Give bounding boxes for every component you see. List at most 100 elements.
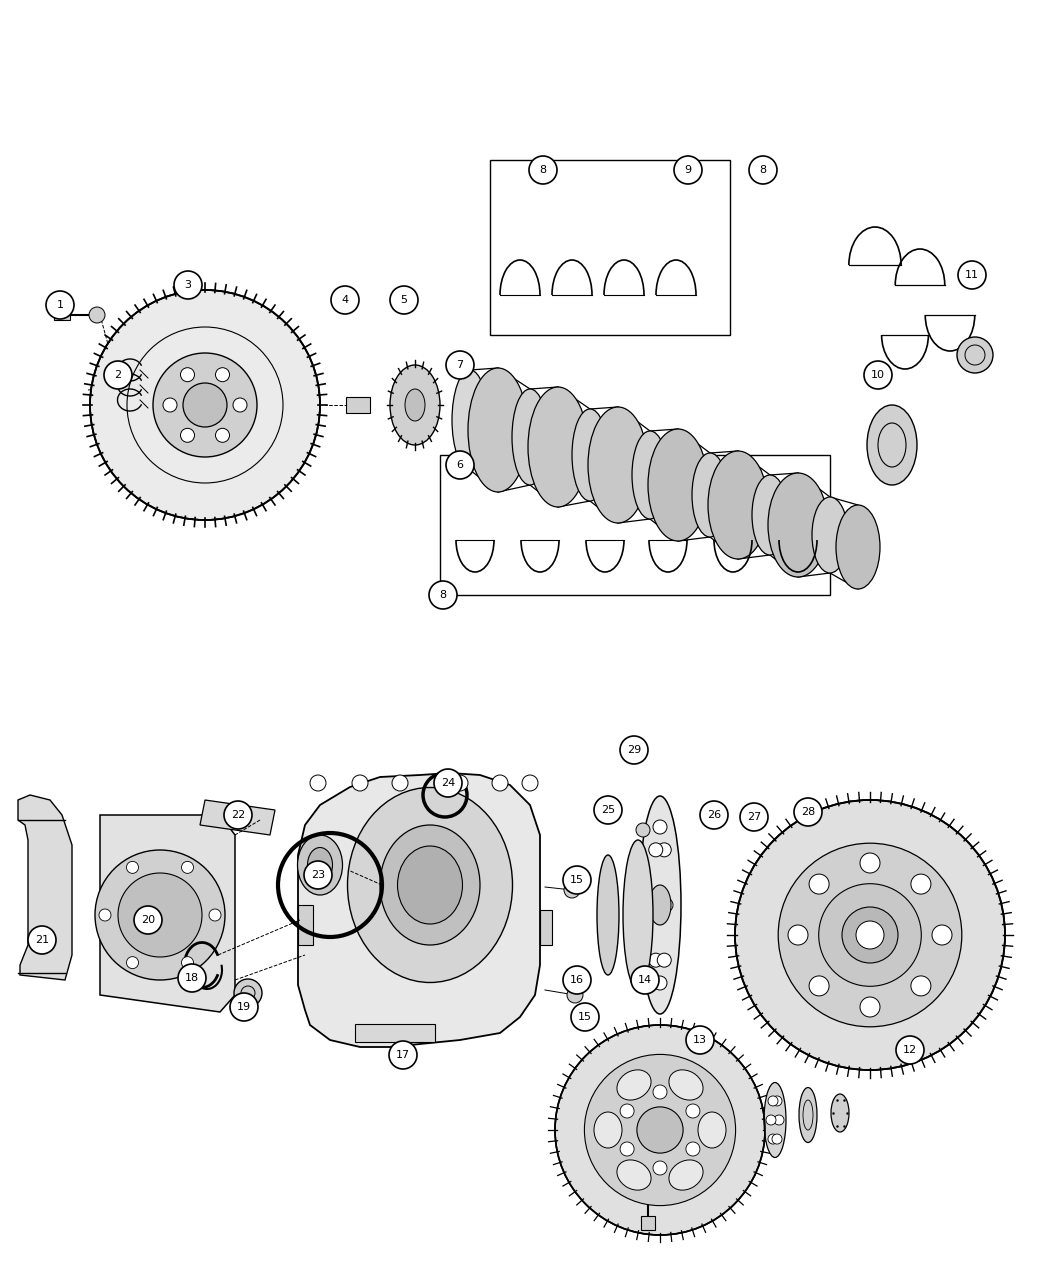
Circle shape [331, 286, 359, 314]
Circle shape [649, 954, 663, 968]
Ellipse shape [588, 407, 648, 523]
Ellipse shape [669, 1070, 704, 1100]
Text: 12: 12 [903, 1046, 917, 1054]
Circle shape [686, 1026, 714, 1054]
Bar [440, 455, 830, 595]
Ellipse shape [594, 1112, 622, 1148]
Circle shape [209, 909, 220, 921]
Circle shape [163, 398, 177, 412]
Text: 1: 1 [57, 300, 63, 310]
Circle shape [856, 921, 884, 949]
Circle shape [810, 875, 830, 894]
Ellipse shape [380, 825, 480, 945]
Text: 9: 9 [685, 164, 692, 175]
Text: 18: 18 [185, 973, 200, 983]
Polygon shape [100, 815, 235, 1012]
Circle shape [183, 382, 227, 427]
Circle shape [749, 156, 777, 184]
Circle shape [788, 924, 808, 945]
Ellipse shape [698, 1112, 726, 1148]
Circle shape [215, 367, 230, 381]
Text: 29: 29 [627, 745, 642, 755]
Circle shape [778, 843, 962, 1026]
Circle shape [90, 289, 320, 520]
Ellipse shape [648, 428, 708, 541]
Circle shape [864, 361, 892, 389]
Circle shape [104, 361, 132, 389]
Ellipse shape [617, 1070, 651, 1100]
Ellipse shape [799, 1088, 817, 1142]
Ellipse shape [831, 1094, 849, 1132]
Circle shape [567, 987, 583, 1003]
Circle shape [46, 291, 74, 319]
Circle shape [957, 337, 993, 374]
Text: 19: 19 [237, 1002, 251, 1012]
Text: 23: 23 [311, 870, 326, 880]
Circle shape [555, 1025, 765, 1235]
Text: 27: 27 [747, 812, 761, 822]
Ellipse shape [669, 1160, 704, 1190]
Ellipse shape [632, 431, 668, 519]
Ellipse shape [348, 788, 512, 983]
Ellipse shape [405, 389, 425, 421]
Circle shape [621, 1142, 634, 1156]
Ellipse shape [617, 1160, 651, 1190]
Circle shape [911, 975, 931, 996]
Circle shape [181, 367, 194, 381]
Circle shape [958, 261, 986, 289]
Circle shape [224, 801, 252, 829]
Circle shape [310, 775, 326, 790]
Circle shape [774, 1116, 784, 1125]
Ellipse shape [812, 497, 848, 572]
Bar [540, 910, 552, 945]
Ellipse shape [512, 389, 548, 484]
Circle shape [153, 353, 257, 456]
Circle shape [810, 975, 830, 996]
Ellipse shape [390, 365, 440, 445]
Circle shape [94, 850, 225, 980]
Circle shape [182, 862, 193, 873]
Text: 4: 4 [341, 295, 349, 305]
Circle shape [181, 428, 194, 442]
Text: 16: 16 [570, 975, 584, 986]
Ellipse shape [768, 473, 828, 578]
Bar [490, 159, 730, 335]
Text: 7: 7 [457, 360, 463, 370]
Text: 10: 10 [872, 370, 885, 380]
Circle shape [860, 853, 880, 873]
Text: 21: 21 [35, 935, 49, 945]
Circle shape [768, 1096, 778, 1105]
Circle shape [126, 862, 139, 873]
Bar [346, 397, 370, 413]
Circle shape [653, 975, 667, 989]
Text: 13: 13 [693, 1035, 707, 1046]
Circle shape [649, 843, 663, 857]
Ellipse shape [398, 847, 462, 924]
Polygon shape [200, 799, 275, 835]
Circle shape [657, 954, 671, 968]
Text: 22: 22 [231, 810, 245, 820]
Circle shape [768, 1133, 778, 1144]
Text: 2: 2 [114, 370, 122, 380]
Circle shape [563, 866, 591, 894]
Ellipse shape [764, 1082, 786, 1158]
Ellipse shape [867, 405, 917, 484]
Circle shape [657, 843, 671, 857]
Circle shape [911, 875, 931, 894]
Text: 3: 3 [185, 280, 191, 289]
Circle shape [215, 428, 230, 442]
Circle shape [653, 1162, 667, 1176]
Circle shape [390, 286, 418, 314]
Text: 26: 26 [707, 810, 721, 820]
Circle shape [529, 156, 557, 184]
Text: 24: 24 [441, 778, 455, 788]
Text: 8: 8 [540, 164, 547, 175]
Circle shape [99, 909, 111, 921]
Circle shape [392, 775, 408, 790]
Polygon shape [18, 796, 72, 980]
Text: 17: 17 [396, 1051, 411, 1060]
Circle shape [429, 581, 457, 609]
Polygon shape [298, 773, 540, 1047]
Circle shape [304, 861, 332, 889]
Text: 25: 25 [601, 805, 615, 815]
